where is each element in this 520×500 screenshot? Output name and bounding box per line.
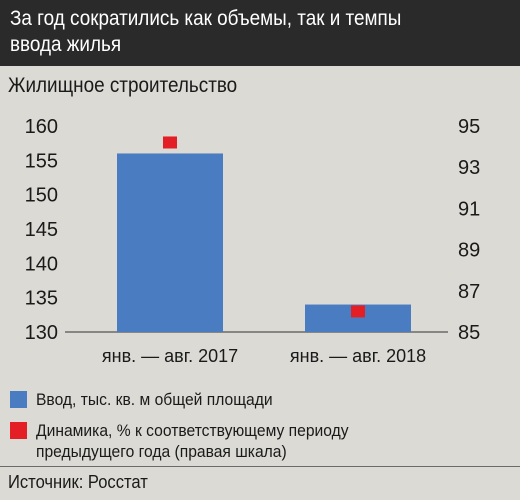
category-label: янв. — авг. 2018 bbox=[290, 346, 426, 366]
left-tick-label: 155 bbox=[25, 150, 58, 172]
chart-header: За год сократились как объемы, так и тем… bbox=[0, 0, 520, 66]
markers bbox=[163, 136, 365, 318]
bars bbox=[117, 153, 411, 332]
left-tick-label: 145 bbox=[25, 219, 58, 241]
left-tick-label: 160 bbox=[25, 116, 58, 138]
legend-swatch-dynamics bbox=[10, 422, 27, 439]
footer-divider bbox=[0, 466, 520, 467]
right-tick-label: 91 bbox=[458, 198, 480, 220]
category-labels: янв. — авг. 2017 янв. — авг. 2018 bbox=[102, 346, 426, 366]
bar bbox=[117, 153, 223, 332]
left-tick-label: 130 bbox=[25, 322, 58, 344]
right-axis-ticks: 95 93 91 89 87 85 bbox=[458, 116, 480, 344]
right-tick-label: 89 bbox=[458, 240, 480, 262]
left-tick-label: 140 bbox=[25, 253, 58, 275]
chart-title: За год сократились как объемы, так и тем… bbox=[10, 7, 402, 56]
legend-label-dynamics: Динамика, % к соответствующему периоду п… bbox=[36, 421, 349, 461]
dynamics-marker bbox=[351, 305, 365, 318]
left-tick-label: 135 bbox=[25, 288, 58, 310]
bar-chart: 160 155 150 145 140 135 130 95 93 91 89 87 85 янв. … bbox=[25, 116, 481, 366]
right-tick-label: 95 bbox=[458, 116, 480, 138]
dynamics-marker bbox=[163, 136, 177, 149]
left-axis-ticks: 160 155 150 145 140 135 130 bbox=[25, 116, 58, 344]
legend-swatch-volume bbox=[10, 391, 27, 408]
source-note: Источник: Росстат bbox=[8, 472, 148, 492]
category-label: янв. — авг. 2017 bbox=[102, 346, 238, 366]
left-tick-label: 150 bbox=[25, 185, 58, 207]
legend-label-volume: Ввод, тыс. кв. м общей площади bbox=[36, 390, 273, 409]
chart-subtitle: Жилищное строительство bbox=[8, 74, 238, 97]
right-tick-label: 93 bbox=[458, 157, 480, 179]
right-tick-label: 85 bbox=[458, 322, 480, 344]
right-tick-label: 87 bbox=[458, 281, 480, 303]
